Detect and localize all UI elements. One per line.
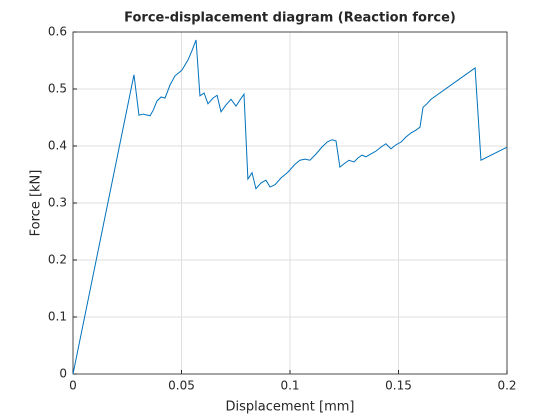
x-tick-label: 0.15: [385, 379, 412, 393]
y-tick-label: 0.5: [48, 82, 67, 96]
y-axis-label: Force [kN]: [29, 170, 44, 237]
x-tick-label: 0: [69, 379, 77, 393]
data-line: [72, 39, 508, 375]
x-tick-label: 0.2: [497, 379, 516, 393]
x-tick-label: 0.1: [280, 379, 299, 393]
y-tick-label: 0: [59, 367, 67, 381]
x-axis-label: Displacement [mm]: [226, 400, 355, 415]
y-tick-label: 0.6: [48, 25, 67, 39]
plot-frame: [72, 31, 508, 375]
y-tick-label: 0.4: [48, 139, 67, 153]
x-tick-label: 0.05: [168, 379, 195, 393]
chart-title: Force-displacement diagram (Reaction for…: [124, 11, 456, 26]
y-tick-label: 0.3: [48, 196, 67, 210]
y-tick-label: 0.1: [48, 310, 67, 324]
y-tick-label: 0.2: [48, 253, 67, 267]
